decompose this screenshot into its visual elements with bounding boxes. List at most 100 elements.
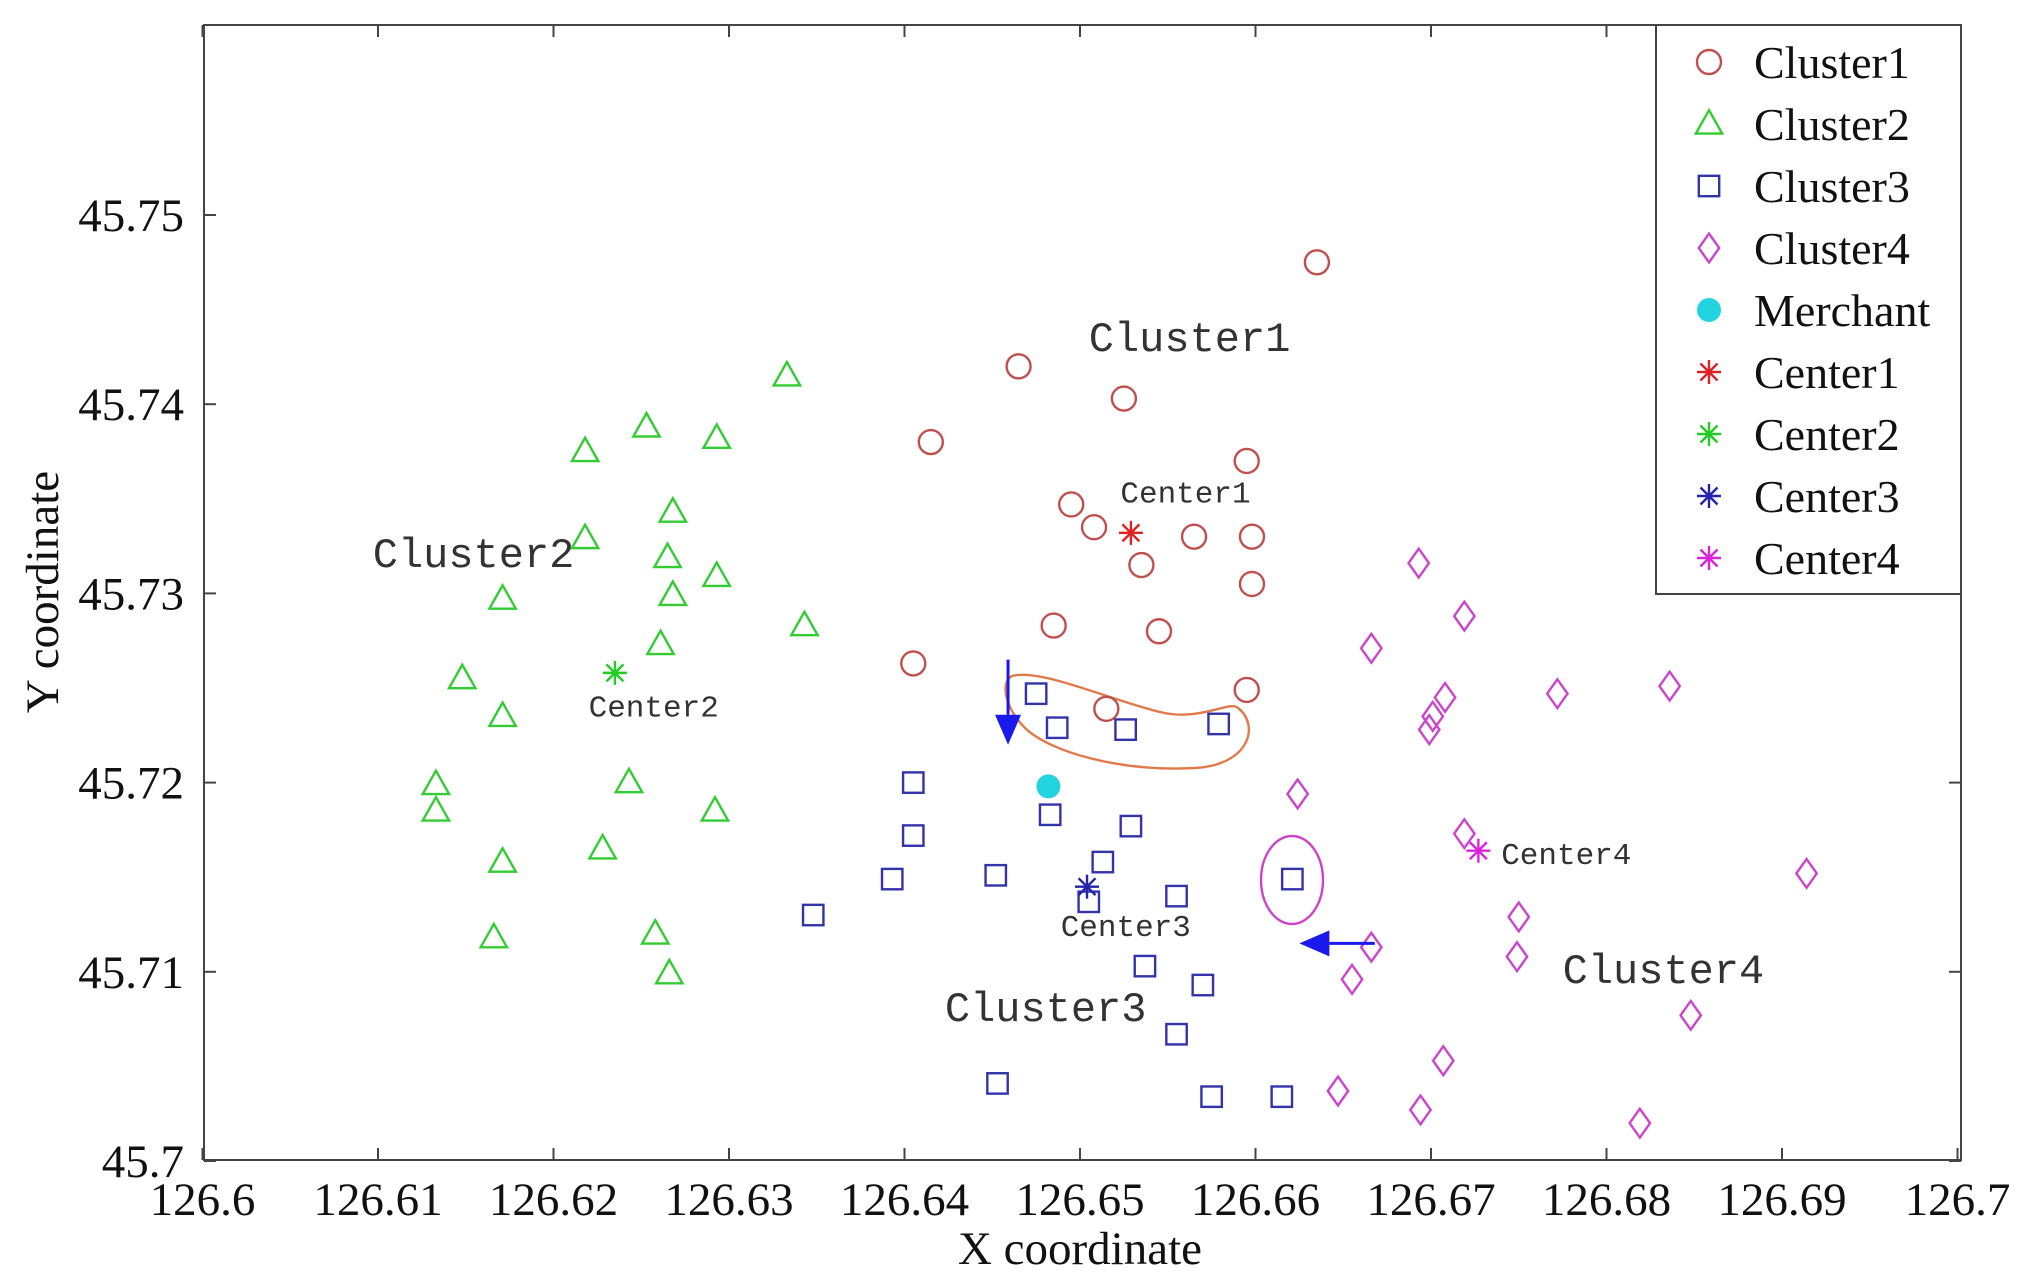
data-point — [771, 359, 803, 387]
data-point — [631, 410, 662, 438]
data-point — [1407, 546, 1431, 580]
x-tick-label: 126.63 — [664, 1174, 793, 1226]
series-cluster3 — [801, 682, 1304, 1109]
legend-marker — [1697, 422, 1721, 446]
data-point — [1191, 973, 1215, 997]
series-center1 — [1118, 520, 1143, 545]
data-point — [1233, 676, 1260, 704]
data-point — [1075, 874, 1100, 899]
legend-item: Cluster3 — [1697, 161, 1910, 212]
legend-marker — [1697, 484, 1721, 508]
y-tick-label: 45.7 — [102, 1136, 184, 1188]
annotation-label: Center3 — [1061, 911, 1191, 946]
data-point — [1145, 618, 1173, 645]
data-point — [1133, 954, 1157, 978]
data-point — [901, 771, 925, 795]
x-tick-label: 126.67 — [1366, 1174, 1495, 1226]
legend-label: Cluster4 — [1754, 223, 1910, 274]
y-tick-label: 45.74 — [78, 379, 184, 431]
data-point — [801, 903, 825, 927]
data-point — [1207, 712, 1231, 736]
data-point — [789, 609, 820, 637]
data-point — [984, 863, 1008, 887]
data-point — [1303, 249, 1331, 276]
x-tick-label: 126.68 — [1542, 1174, 1671, 1226]
legend-marker — [1697, 298, 1721, 322]
legend-marker — [1697, 360, 1721, 384]
data-point — [1628, 1106, 1652, 1140]
legend-item: Center4 — [1697, 533, 1900, 584]
data-point — [1233, 447, 1260, 475]
arrow-head — [1299, 930, 1330, 957]
annotation-label: Cluster4 — [1563, 948, 1765, 996]
y-tick-label: 45.71 — [78, 947, 184, 999]
data-point — [478, 921, 510, 949]
asterisk-stroke — [1469, 841, 1488, 861]
data-point — [1119, 814, 1143, 838]
data-point — [569, 435, 601, 463]
x-tick-label: 126.7 — [1905, 1174, 2011, 1226]
data-point — [1794, 856, 1819, 890]
data-point — [487, 700, 518, 728]
asterisk-stroke — [1077, 877, 1097, 896]
data-point — [986, 1072, 1009, 1095]
data-point — [487, 845, 518, 873]
annotation-label: Cluster3 — [945, 986, 1147, 1034]
arrow — [995, 659, 1022, 745]
legend-item: Cluster1 — [1695, 37, 1910, 88]
legend-label: Center2 — [1754, 409, 1900, 460]
legend-item: Cluster4 — [1697, 223, 1910, 274]
legend-label: Center1 — [1754, 347, 1900, 398]
data-point — [901, 824, 925, 847]
data-point — [420, 768, 452, 796]
axis-tick-labels: 126.6 126.61 126.62 126.63 126.64 126.65 126.6… — [78, 190, 2010, 1226]
data-point — [1238, 523, 1266, 550]
legend-item: Merchant — [1697, 285, 1930, 336]
data-point — [1038, 803, 1062, 827]
data-point — [1128, 551, 1155, 579]
data-point — [1466, 838, 1491, 863]
data-point — [645, 628, 676, 656]
data-point — [1658, 669, 1682, 703]
series-center2 — [602, 660, 627, 685]
legend-item: Center1 — [1697, 347, 1900, 398]
legend-item: Center2 — [1697, 409, 1900, 460]
data-point — [1165, 1022, 1188, 1046]
data-point — [1507, 900, 1531, 934]
legend-marker — [1697, 174, 1721, 198]
data-point — [1431, 1044, 1455, 1078]
annotation-label: Cluster1 — [1089, 316, 1291, 364]
highlight-shapes — [1004, 673, 1325, 926]
series-cluster2 — [420, 359, 820, 985]
data-point — [1408, 1093, 1433, 1127]
data-point — [1421, 699, 1445, 733]
data-point — [1165, 884, 1188, 908]
asterisk-stroke — [605, 663, 625, 683]
y-tick-label: 45.73 — [78, 568, 184, 620]
series-cluster1 — [900, 249, 1331, 723]
legend-label: Center4 — [1754, 533, 1900, 584]
asterisk-stroke — [1699, 548, 1719, 568]
data-point — [446, 662, 478, 690]
data-point — [640, 917, 671, 945]
y-tick-label: 45.72 — [78, 758, 184, 810]
data-point — [701, 422, 732, 450]
x-tick-label: 126.61 — [313, 1174, 442, 1226]
data-point — [701, 560, 732, 588]
x-tick-label: 126.64 — [840, 1174, 969, 1226]
asterisk-stroke — [1121, 523, 1141, 543]
data-point — [1093, 695, 1120, 723]
legend-label: Cluster2 — [1754, 99, 1910, 150]
legend-label: Cluster1 — [1754, 37, 1910, 88]
x-tick-label: 126.65 — [1015, 1174, 1144, 1226]
data-point — [1091, 850, 1115, 874]
data-point — [1359, 631, 1384, 665]
data-point — [1505, 940, 1529, 974]
data-point — [1679, 998, 1703, 1032]
asterisk-stroke — [1699, 424, 1719, 444]
data-point — [613, 766, 645, 794]
y-tick-label: 45.75 — [78, 190, 184, 242]
annotations: Cluster1 Cluster2 Cluster3 Cluster4 Center1 C… — [373, 316, 1765, 1034]
arrow-head — [995, 714, 1022, 745]
data-point — [1005, 353, 1032, 380]
